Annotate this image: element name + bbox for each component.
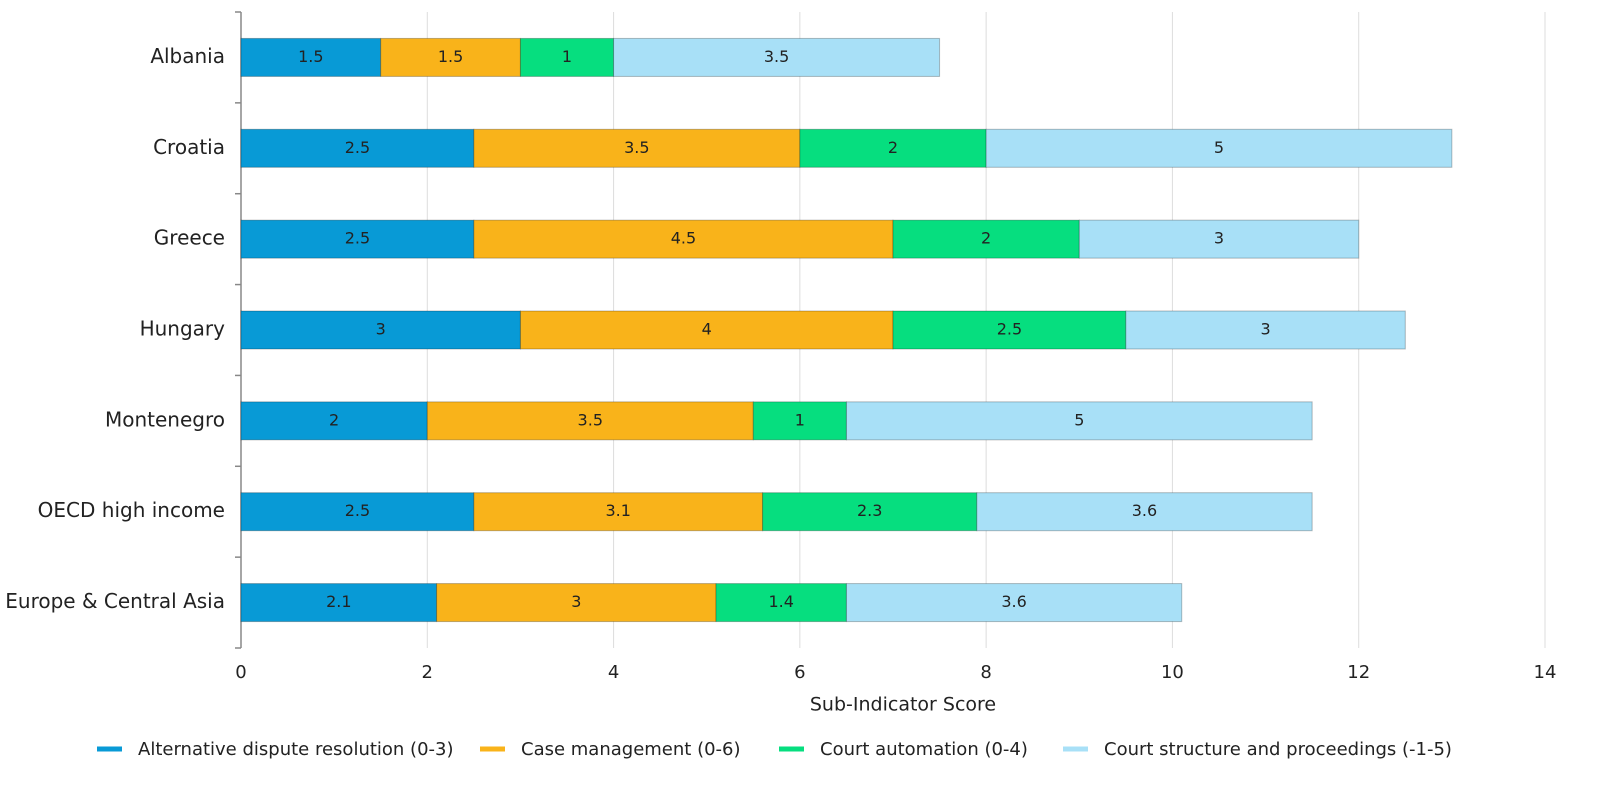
data-label: 1: [562, 47, 572, 66]
bar-segment: [436, 583, 717, 623]
bar-segment: [380, 37, 521, 77]
y-tick-label: Europe & Central Asia: [5, 589, 225, 613]
bar-segment: [752, 401, 847, 441]
data-label: 3.6: [1132, 501, 1157, 520]
data-label: 1.5: [298, 47, 323, 66]
y-tick-label: Albania: [150, 44, 225, 68]
data-label: 3.1: [606, 501, 631, 520]
bar-segment: [240, 583, 438, 623]
x-axis-label: Sub-Indicator Score: [810, 694, 996, 716]
legend-label: Court structure and proceedings (-1-5): [1104, 739, 1452, 760]
data-label: 2.1: [326, 592, 351, 611]
bar-segment: [240, 219, 475, 259]
bar-segment: [519, 37, 615, 77]
x-tick-label: 14: [1534, 662, 1557, 683]
data-label: 4.5: [671, 229, 696, 248]
bar-segment: [799, 128, 987, 168]
x-tick-label: 4: [608, 662, 619, 683]
data-label: 2.5: [345, 501, 370, 520]
legend-label: Alternative dispute resolution (0-3): [138, 739, 454, 760]
data-label: 2: [329, 410, 339, 429]
bar-segment: [240, 37, 382, 77]
data-label: 5: [1074, 410, 1084, 429]
data-label: 3: [571, 592, 581, 611]
data-label: 1: [795, 410, 805, 429]
bar-segment: [473, 219, 894, 259]
bar-segment: [892, 219, 1080, 259]
y-tick-label: OECD high income: [38, 498, 225, 522]
data-label: 2: [981, 229, 991, 248]
data-label: 3.6: [1001, 592, 1026, 611]
data-label: 3.5: [624, 138, 649, 157]
bar-segment: [1078, 219, 1360, 259]
bar-segment: [473, 128, 801, 168]
x-tick-label: 10: [1161, 662, 1184, 683]
bar-segment: [715, 583, 847, 623]
x-tick-label: 12: [1347, 662, 1370, 683]
bar-segment: [845, 583, 1183, 623]
data-label: 3: [376, 320, 386, 339]
bar-segment: [473, 492, 764, 532]
data-label: 2: [888, 138, 898, 157]
y-tick-label: Hungary: [140, 317, 226, 341]
data-label: 4: [702, 320, 712, 339]
x-tick-label: 6: [794, 662, 805, 683]
data-label: 2.5: [997, 320, 1022, 339]
data-label: 3.5: [764, 47, 789, 66]
y-tick-label: Montenegro: [105, 407, 225, 431]
bar-segment: [240, 401, 428, 441]
x-tick-label: 8: [980, 662, 991, 683]
bar-segment: [762, 492, 978, 532]
bar-segment: [1125, 310, 1406, 350]
data-label: 1.5: [438, 47, 463, 66]
data-label: 2.3: [857, 501, 882, 520]
y-tick-label: Greece: [154, 226, 225, 250]
data-label: 2.5: [345, 138, 370, 157]
bar-segment: [240, 492, 475, 532]
data-label: 2.5: [345, 229, 370, 248]
legend-label: Case management (0-6): [521, 739, 741, 760]
data-label: 3: [1214, 229, 1224, 248]
bar-segment: [985, 128, 1453, 168]
data-label: 1.4: [769, 592, 794, 611]
data-label: 3.5: [578, 410, 603, 429]
bar-segment: [613, 37, 941, 77]
bar-segment: [426, 401, 754, 441]
data-label: 3: [1260, 320, 1270, 339]
y-tick-label: Croatia: [153, 135, 225, 159]
bar-segment: [845, 401, 1313, 441]
x-tick-label: 2: [422, 662, 433, 683]
x-tick-label: 0: [235, 662, 246, 683]
legend-label: Court automation (0-4): [820, 739, 1028, 760]
bar-segment: [976, 492, 1313, 532]
bar-segment: [892, 310, 1127, 350]
data-label: 5: [1214, 138, 1224, 157]
